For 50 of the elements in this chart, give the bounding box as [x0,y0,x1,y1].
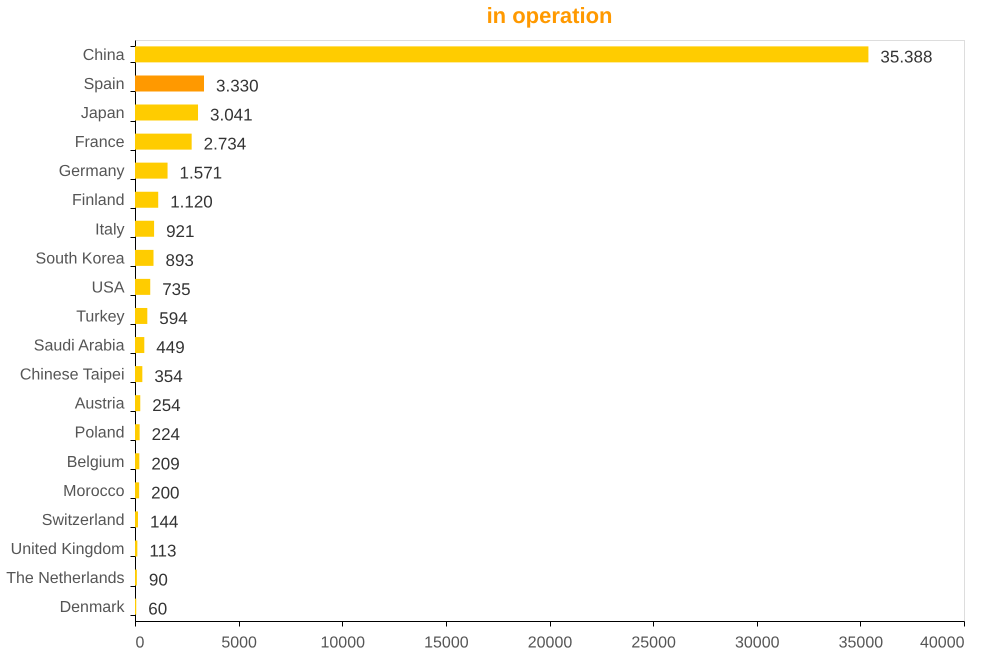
y-tick-label: Saudi Arabia [34,338,125,355]
y-tick-label: Austria [74,396,125,413]
y-tick-label: USA [92,279,125,296]
data-label: 1.120 [170,192,213,212]
y-tick-label: Turkey [76,308,124,326]
x-tick-label: 0 [136,634,144,652]
data-label: 2.734 [204,134,246,154]
data-label: 594 [159,308,188,328]
x-tick-label: 30000 [735,634,780,652]
data-label: 209 [151,454,180,474]
y-tick-label: Spain [84,76,124,93]
data-label: 921 [166,222,194,241]
data-label: 735 [162,280,191,299]
x-tick-label: 15000 [424,634,469,652]
y-tick-label: Finland [72,192,124,210]
y-tick-label: Germany [58,163,124,180]
data-label: 113 [149,541,176,560]
x-tick-label: 35000 [838,634,884,652]
data-label: 254 [152,396,181,416]
data-label: 354 [154,367,183,386]
y-tick-label: Switzerland [42,512,124,529]
y-tick-label: China [82,46,125,64]
data-label: 1.571 [180,164,222,183]
chart-title: in operation [486,3,612,28]
x-tick-label: 20000 [528,634,572,652]
y-tick-label: Chinese Taipei [20,366,124,384]
y-tick-label: Belgium [66,454,124,471]
data-label: 35.388 [880,47,932,66]
y-tick-label: South Korea [36,250,125,268]
data-label: 3.041 [210,106,253,125]
data-label: 449 [156,338,185,358]
data-label: 224 [152,425,180,444]
x-tick-label: 10000 [320,634,366,652]
x-tick-label: 5000 [221,634,258,652]
data-label: 893 [166,250,194,270]
x-tick-label: 25000 [631,634,676,652]
y-tick-label: Morocco [63,482,125,500]
data-label: 60 [148,600,168,619]
y-tick-label: Denmark [60,599,126,616]
y-tick-label: Japan [80,105,124,122]
y-tick-label: Italy [95,221,124,238]
data-label: 3.330 [216,76,259,96]
y-tick-label: Poland [74,424,124,442]
data-label: 144 [150,512,178,532]
y-tick-label: The Netherlands [6,570,124,588]
y-tick-label: France [74,134,125,152]
y-tick-label: United Kingdom [10,540,124,558]
x-tick-label: 40000 [920,634,965,652]
data-label: 90 [148,570,168,590]
data-label: 200 [151,483,180,502]
